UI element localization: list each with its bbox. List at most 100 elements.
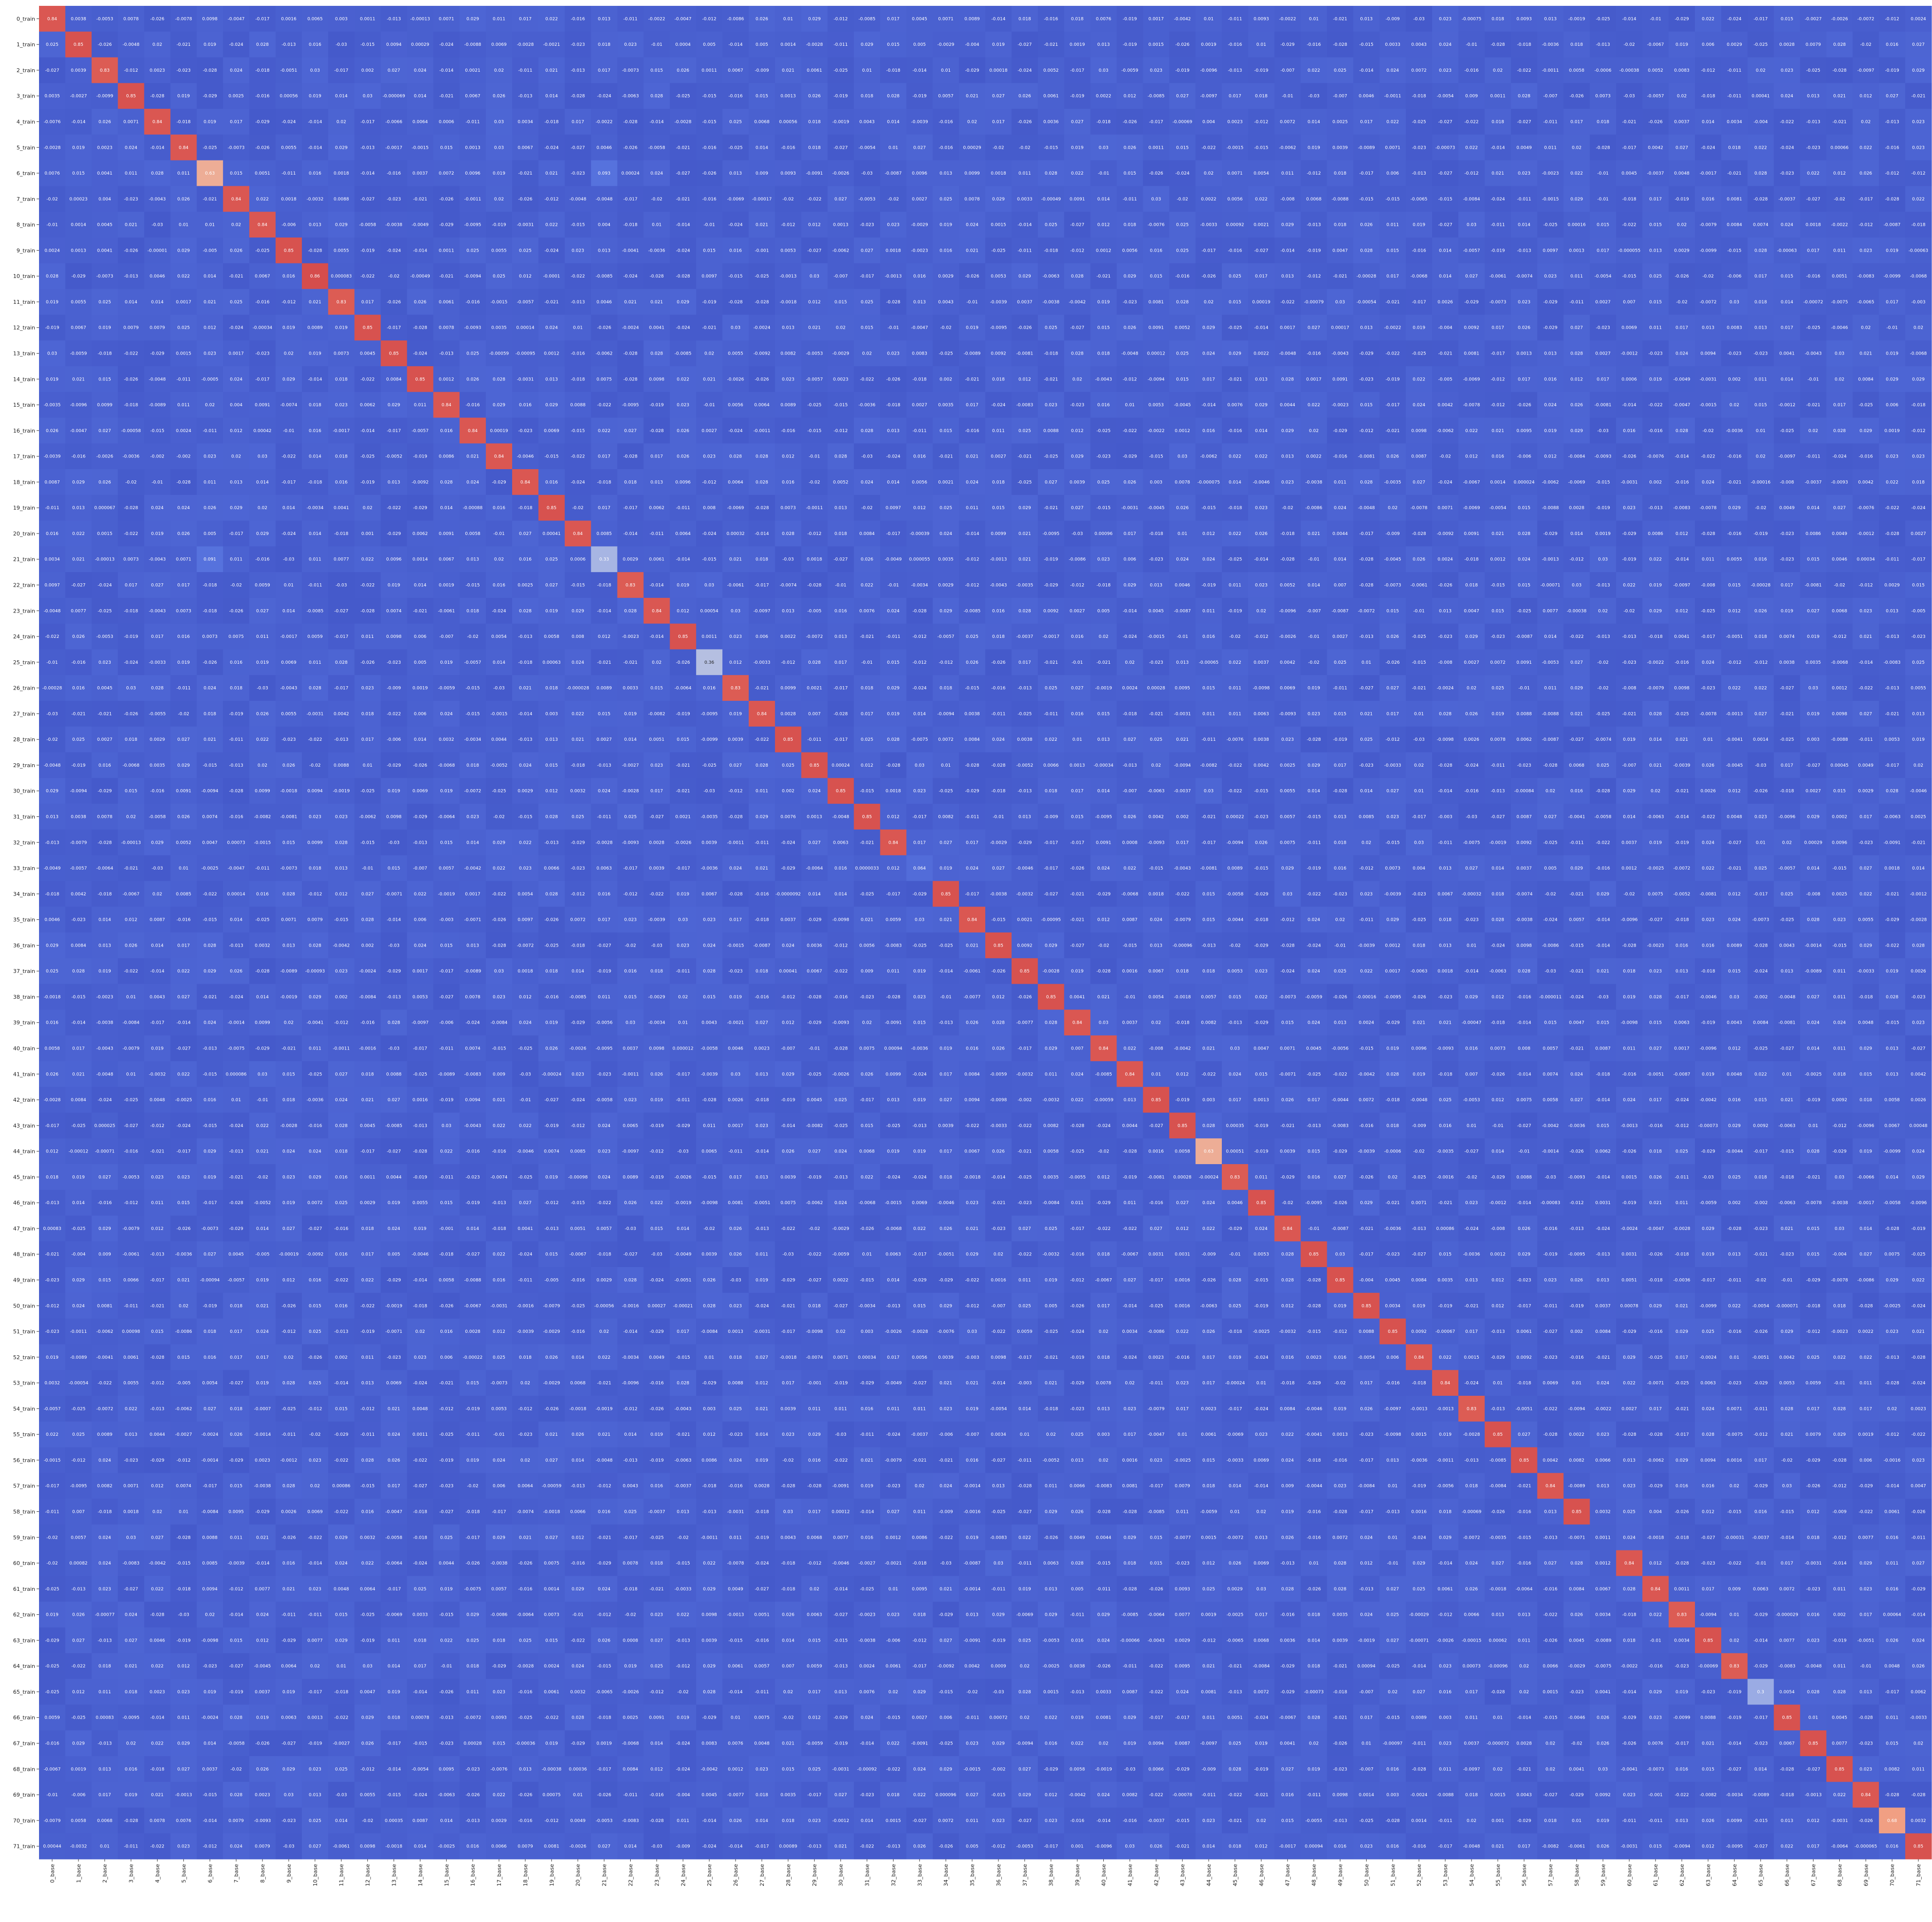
heatmap-cell-label-4-10: -0.014 xyxy=(308,120,322,125)
heatmap-cell-label-18-3: -0.02 xyxy=(125,480,137,485)
heatmap-cell-label-31-37: 0.013 xyxy=(1018,815,1031,820)
heatmap-cell-label-2-32: -0.018 xyxy=(886,68,900,73)
heatmap-cell-label-26-21: 0.0089 xyxy=(597,686,612,691)
heatmap-cell-label-7-4: -0.0043 xyxy=(149,197,166,202)
heatmap-cell-label-32-30: 0.0063 xyxy=(833,840,849,845)
heatmap-cell-label-13-37: -0.0081 xyxy=(1016,352,1033,357)
heatmap-cell-label-1-68: 0.028 xyxy=(1833,42,1846,47)
heatmap-cell-label-29-50: -0.023 xyxy=(1359,763,1374,768)
heatmap-cell-label-30-23: 0.017 xyxy=(651,789,663,794)
heatmap-cell-label-7-30: 0.027 xyxy=(835,197,847,202)
heatmap-cell-3-4 xyxy=(144,83,171,109)
heatmap-cell-label-4-37: -0.026 xyxy=(1017,120,1032,125)
heatmap-cell-label-22-56: 0.015 xyxy=(1518,583,1531,588)
heatmap-cell-4-33 xyxy=(906,109,933,135)
heatmap-cell-label-27-10: -0.0031 xyxy=(306,712,323,716)
heatmap-cell-label-21-68: 0.0046 xyxy=(1832,557,1848,562)
heatmap-cell-label-32-42: -0.0093 xyxy=(1148,840,1165,845)
heatmap-cell-label-24-23: -0.014 xyxy=(650,634,664,639)
heatmap-cell-label-15-11: 0.023 xyxy=(335,403,348,408)
heatmap-cell-label-30-15: 0.019 xyxy=(440,789,453,794)
heatmap-cell-label-17-28: 0.012 xyxy=(782,455,795,459)
heatmap-cell-label-3-44: -0.0097 xyxy=(1200,94,1217,99)
heatmap-cell-label-9-26: 0.016 xyxy=(729,248,742,253)
heatmap-cell-label-15-48: 0.022 xyxy=(1308,403,1320,408)
heatmap-cell-label-17-24: 0.026 xyxy=(677,455,689,459)
heatmap-cell-label-8-26: -0.024 xyxy=(729,223,743,228)
heatmap-cell-label-22-67: -0.0081 xyxy=(1805,583,1822,588)
heatmap-cell-label-32-51: -0.015 xyxy=(1386,840,1400,845)
heatmap-cell-label-25-25: 0.36 xyxy=(704,660,714,665)
heatmap-cell-2-0 xyxy=(39,57,66,83)
heatmap-cell-label-14-53: -0.005 xyxy=(1438,377,1453,382)
heatmap-cell-label-1-56: -0.018 xyxy=(1517,42,1531,47)
heatmap-cell-label-12-57: -0.029 xyxy=(1543,326,1557,331)
heatmap-cell-3-70 xyxy=(1879,83,1906,109)
heatmap-cell-label-29-47: 0.0025 xyxy=(1280,763,1295,768)
heatmap-cell-label-18-17: -0.029 xyxy=(492,480,506,485)
heatmap-cell-label-3-15: -0.021 xyxy=(439,94,454,99)
heatmap-cell-label-13-24: -0.0085 xyxy=(675,352,692,357)
heatmap-cell-4-8 xyxy=(249,109,276,135)
heatmap-cell-label-11-1: 0.0055 xyxy=(71,300,86,305)
heatmap-cell-label-7-60: -0.018 xyxy=(1622,197,1636,202)
heatmap-cell-2-56 xyxy=(1511,57,1538,83)
heatmap-cell-label-14-47: 0.028 xyxy=(1281,377,1294,382)
heatmap-cell-label-0-64: -0.024 xyxy=(1727,17,1741,21)
heatmap-cell-label-6-28: 0.0093 xyxy=(780,171,796,176)
heatmap-cell-label-16-67: 0.02 xyxy=(1808,429,1818,434)
heatmap-cell-0-4 xyxy=(144,6,171,32)
heatmap-cell-label-33-5: 0.01 xyxy=(179,866,188,871)
heatmap-cell-label-3-35: 0.021 xyxy=(966,94,978,99)
heatmap-cell-label-22-23: -0.014 xyxy=(650,583,664,588)
heatmap-cell-label-29-59: 0.025 xyxy=(1597,763,1610,768)
heatmap-cell-label-22-64: 0.015 xyxy=(1728,583,1741,588)
heatmap-cell-label-16-41: -0.022 xyxy=(1123,429,1137,434)
heatmap-cell-label-28-16: -0.0034 xyxy=(464,737,481,742)
heatmap-cell-label-13-18: -0.00095 xyxy=(516,352,535,357)
heatmap-cell-label-10-69: -0.0083 xyxy=(1857,274,1874,279)
heatmap-cell-label-7-33: 0.0027 xyxy=(912,197,928,202)
heatmap-cell-4-38 xyxy=(1037,109,1065,135)
heatmap-cell-1-28 xyxy=(775,31,802,58)
heatmap-cell-label-28-46: 0.0038 xyxy=(1254,737,1269,742)
heatmap-cell-label-25-5: 0.019 xyxy=(178,660,190,665)
heatmap-cell-label-15-34: 0.0035 xyxy=(938,403,954,408)
heatmap-cell-label-29-24: -0.021 xyxy=(676,763,690,768)
heatmap-cell-label-31-19: 0.028 xyxy=(545,815,558,820)
heatmap-cell-label-0-58: -0.0019 xyxy=(1568,17,1585,21)
heatmap-cell-1-39 xyxy=(1064,31,1091,58)
heatmap-cell-label-17-14: -0.019 xyxy=(413,455,427,459)
heatmap-cell-label-17-17: 0.84 xyxy=(494,455,504,459)
heatmap-cell-label-11-38: -0.0038 xyxy=(1042,300,1059,305)
heatmap-cell-label-22-26: -0.0061 xyxy=(727,583,744,588)
heatmap-cell-label-4-50: 0.017 xyxy=(1360,120,1373,125)
heatmap-cell-label-9-57: 0.0097 xyxy=(1543,248,1558,253)
heatmap-cell-label-28-42: 0.025 xyxy=(1150,737,1162,742)
heatmap-cell-label-10-31: -0.017 xyxy=(860,274,874,279)
heatmap-cell-label-14-61: 0.019 xyxy=(1649,377,1662,382)
heatmap-cell-label-27-18: -0.014 xyxy=(518,712,532,716)
heatmap-cell-label-25-33: -0.012 xyxy=(913,660,927,665)
heatmap-cell-label-20-4: 0.019 xyxy=(151,532,164,536)
heatmap-cell-2-58 xyxy=(1563,57,1590,83)
heatmap-cell-3-33 xyxy=(906,83,933,109)
heatmap-cell-label-30-10: 0.0094 xyxy=(307,789,323,794)
heatmap-cell-label-2-33: -0.014 xyxy=(913,68,927,73)
heatmap-cell-label-11-66: 0.014 xyxy=(1781,300,1793,305)
heatmap-cell-label-20-10: 0.014 xyxy=(309,532,321,536)
heatmap-cell-label-29-57: -0.028 xyxy=(1543,763,1557,768)
heatmap-cell-5-1 xyxy=(65,134,92,161)
heatmap-cell-4-37 xyxy=(1011,109,1038,135)
heatmap-cell-label-1-25: 0.005 xyxy=(703,42,716,47)
heatmap-cell-label-6-54: -0.012 xyxy=(1464,171,1478,176)
heatmap-cell-label-17-16: 0.021 xyxy=(466,455,479,459)
heatmap-cell-1-31 xyxy=(854,31,880,58)
heatmap-cell-label-29-29: 0.85 xyxy=(810,763,819,768)
heatmap-cell-4-28 xyxy=(775,109,802,135)
heatmap-cell-label-9-27: -0.001 xyxy=(755,248,769,253)
heatmap-cell-label-29-23: 0.023 xyxy=(651,763,663,768)
heatmap-cell-label-30-25: -0.03 xyxy=(704,789,715,794)
heatmap-cell-2-32 xyxy=(880,57,907,83)
heatmap-cell-4-34 xyxy=(933,109,959,135)
